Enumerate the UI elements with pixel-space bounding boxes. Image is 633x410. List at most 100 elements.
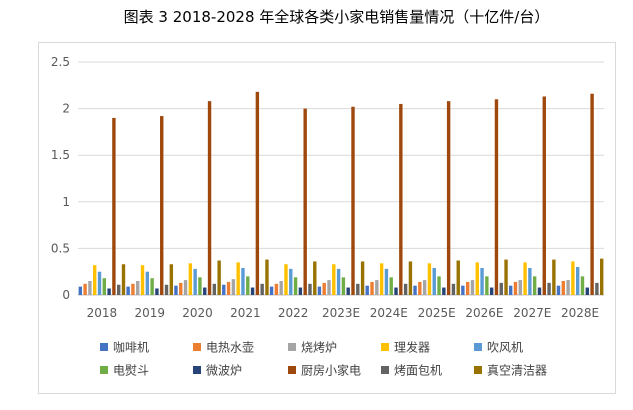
bar	[437, 276, 441, 295]
bar	[322, 282, 326, 295]
bar	[422, 280, 427, 295]
bar	[360, 261, 365, 295]
legend-label: 微波炉	[206, 364, 242, 378]
bar	[217, 260, 221, 295]
bar	[470, 280, 475, 295]
bar	[88, 281, 92, 295]
series-电热水壶	[83, 281, 565, 295]
bar	[494, 99, 499, 295]
bar	[399, 103, 403, 295]
bar	[250, 287, 255, 295]
bar	[313, 261, 317, 295]
bar	[523, 262, 527, 295]
bar	[121, 264, 126, 295]
bar	[150, 278, 154, 295]
bar	[265, 259, 269, 295]
x-tick-label: 2027E	[513, 306, 551, 320]
bar	[93, 265, 97, 295]
bar	[284, 264, 288, 295]
bar	[499, 282, 503, 295]
bar	[575, 267, 580, 295]
legend-item: 真空清洁器	[474, 364, 547, 378]
bar	[317, 286, 322, 295]
legend-item: 咖啡机	[100, 340, 149, 355]
bar	[456, 260, 460, 295]
bar	[164, 284, 169, 295]
bar	[341, 277, 346, 295]
x-tick-label: 2022	[278, 306, 309, 320]
bar	[408, 261, 413, 295]
series-烤面包机	[117, 282, 599, 295]
series-微波炉	[107, 287, 589, 295]
chart-frame	[38, 42, 616, 394]
bar	[222, 284, 226, 295]
bar	[518, 280, 522, 295]
bar	[97, 271, 102, 295]
bar	[145, 271, 150, 295]
bar	[561, 281, 565, 295]
y-axis-ticks: 0 0.5 1 1.5 2 2.5	[51, 55, 70, 302]
bar	[475, 262, 479, 295]
legend-item: 厨房小家电	[288, 363, 361, 378]
bar	[212, 283, 217, 295]
bar	[140, 265, 145, 295]
legend-item: 吹风机	[474, 341, 523, 355]
legend-label: 理发器	[394, 340, 430, 355]
x-tick-label: 2026E	[465, 306, 503, 320]
bar	[451, 283, 456, 295]
bar	[269, 286, 274, 295]
bar	[418, 281, 422, 295]
bar	[169, 264, 174, 295]
bar	[489, 287, 494, 295]
bar	[260, 283, 264, 295]
bar	[442, 287, 446, 295]
bar	[102, 278, 107, 295]
bar	[485, 276, 489, 295]
bar	[370, 281, 374, 295]
bar	[236, 262, 240, 295]
bar	[403, 283, 408, 295]
bar	[394, 287, 398, 295]
bar	[432, 267, 436, 295]
bar	[246, 276, 250, 295]
bar	[351, 106, 355, 296]
bar	[580, 276, 585, 295]
series-理发器	[93, 261, 575, 295]
legend-swatch	[288, 343, 296, 351]
bar	[198, 277, 202, 295]
bar	[552, 259, 556, 295]
bar	[136, 281, 140, 295]
bar	[389, 277, 393, 295]
y-tick-label: 1	[62, 195, 70, 209]
legend-item: 烧烤炉	[288, 340, 337, 355]
bar	[303, 108, 307, 295]
x-tick-label: 2024E	[370, 306, 408, 320]
bar	[365, 285, 369, 295]
x-tick-label: 2023E	[322, 306, 360, 320]
bar	[384, 268, 389, 295]
bar	[255, 91, 260, 295]
bar	[537, 287, 542, 295]
bar	[465, 281, 470, 295]
bar	[346, 287, 350, 295]
x-tick-label: 2018	[87, 306, 118, 320]
bar	[308, 283, 312, 295]
bar	[117, 284, 121, 295]
legend-label: 真空清洁器	[487, 364, 547, 378]
bar	[332, 264, 336, 295]
bar	[179, 282, 183, 295]
y-tick-label: 0.5	[51, 241, 70, 255]
bar	[513, 281, 518, 295]
chart-title: 图表 3 2018-2028 年全球各类小家电销售量情况（十亿件/台）	[123, 8, 550, 26]
legend-swatch	[381, 343, 389, 351]
legend-swatch	[193, 366, 201, 374]
x-tick-label: 2021	[230, 306, 261, 320]
legend-label: 咖啡机	[113, 340, 149, 355]
gridlines	[78, 61, 604, 296]
bar	[375, 280, 379, 295]
bar	[427, 263, 432, 295]
bar	[174, 285, 178, 295]
x-axis-ticks: 2018 2019 2020 2021 2022 2023E 2024E 2025E 2026E…	[87, 306, 600, 320]
y-tick-label: 2.5	[51, 55, 70, 69]
